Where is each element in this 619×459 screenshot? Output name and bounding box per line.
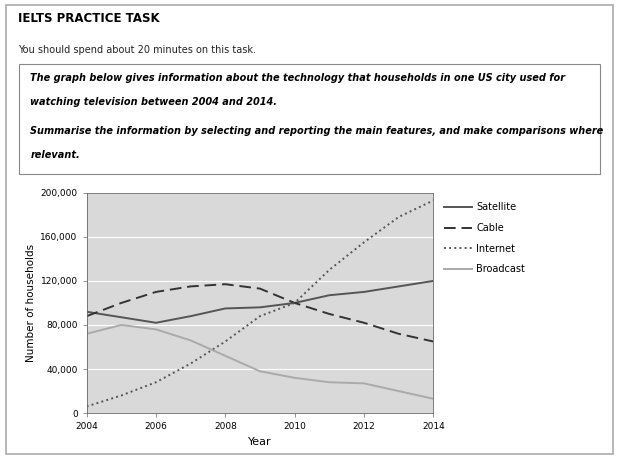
Internet — [222, 339, 229, 344]
Cable — [360, 320, 368, 325]
Cable — [83, 313, 90, 319]
Satellite — [152, 320, 160, 325]
Broadcast — [118, 322, 125, 328]
Cable — [118, 300, 125, 306]
Broadcast — [430, 396, 437, 402]
Broadcast — [291, 375, 298, 381]
Cable — [152, 289, 160, 295]
Internet — [430, 198, 437, 203]
Satellite — [83, 309, 90, 314]
Broadcast — [256, 369, 264, 374]
Satellite — [291, 300, 298, 306]
Satellite — [118, 314, 125, 320]
Satellite — [187, 313, 194, 319]
Internet — [395, 214, 402, 220]
Broadcast — [360, 381, 368, 386]
Y-axis label: Number of households: Number of households — [26, 244, 37, 362]
Cable — [430, 339, 437, 344]
Internet — [291, 300, 298, 306]
Cable — [256, 286, 264, 291]
Text: watching television between 2004 and 2014.: watching television between 2004 and 201… — [30, 97, 277, 107]
Line: Broadcast: Broadcast — [87, 325, 433, 399]
Internet — [152, 380, 160, 385]
Internet — [187, 361, 194, 366]
Broadcast — [152, 327, 160, 332]
Internet — [256, 313, 264, 319]
Cable — [187, 284, 194, 289]
Cable — [395, 331, 402, 336]
Text: The graph below gives information about the technology that households in one US: The graph below gives information about … — [30, 73, 565, 83]
Broadcast — [83, 331, 90, 336]
Line: Internet: Internet — [87, 201, 433, 407]
Satellite — [360, 289, 368, 295]
Internet — [360, 240, 368, 245]
Cable — [291, 300, 298, 306]
FancyBboxPatch shape — [19, 64, 600, 174]
Legend: Satellite, Cable, Internet, Broadcast: Satellite, Cable, Internet, Broadcast — [444, 202, 526, 274]
Broadcast — [222, 353, 229, 358]
Text: You should spend about 20 minutes on this task.: You should spend about 20 minutes on thi… — [19, 45, 256, 55]
Satellite — [430, 278, 437, 284]
Satellite — [222, 306, 229, 311]
Text: relevant.: relevant. — [30, 150, 80, 160]
Broadcast — [395, 388, 402, 394]
Internet — [326, 267, 333, 273]
Satellite — [326, 292, 333, 298]
Broadcast — [326, 380, 333, 385]
Text: IELTS PRACTICE TASK: IELTS PRACTICE TASK — [19, 12, 160, 25]
Text: Summarise the information by selecting and reporting the main features, and make: Summarise the information by selecting a… — [30, 126, 604, 136]
Internet — [83, 404, 90, 409]
Line: Satellite: Satellite — [87, 281, 433, 323]
Broadcast — [187, 338, 194, 343]
X-axis label: Year: Year — [248, 437, 272, 447]
Line: Cable: Cable — [87, 284, 433, 341]
Satellite — [256, 305, 264, 310]
Cable — [222, 281, 229, 287]
Internet — [118, 393, 125, 398]
Satellite — [395, 284, 402, 289]
Cable — [326, 311, 333, 317]
